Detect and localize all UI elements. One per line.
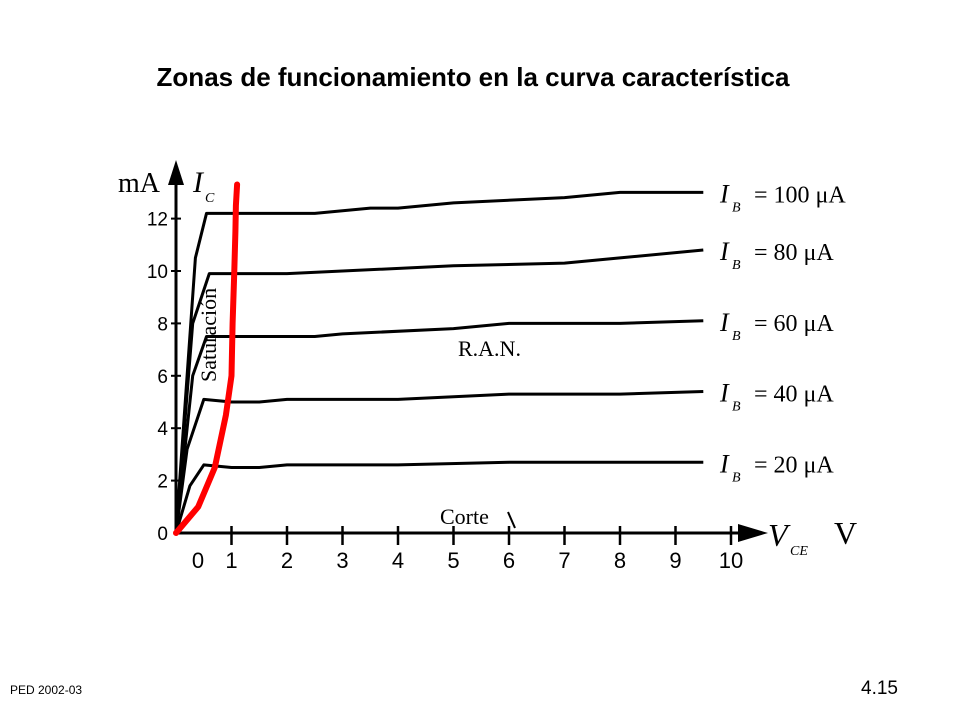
x-tick-label-3: 3 — [336, 548, 348, 573]
y-tick-label-6: 6 — [157, 367, 168, 388]
x-axis-arrow — [738, 524, 768, 542]
y-tick-label-2: 2 — [157, 472, 168, 493]
legend-label-ib-2: I B = 40 μA — [719, 379, 834, 415]
corte-pointer — [508, 512, 515, 528]
x-axis-title-sub: CE — [790, 544, 808, 559]
region-label-ran: R.A.N. — [458, 336, 521, 361]
y-tick-label-0: 0 — [157, 524, 168, 545]
curve-ib-4 — [176, 250, 703, 533]
footer-page-number: 4.15 — [861, 678, 898, 700]
x-tick-label-0: 0 — [192, 548, 204, 573]
legend-label-ib-1: I B = 20 μA — [719, 449, 834, 485]
legend-sub: B — [732, 470, 741, 485]
footer-course: PED 2002-03 — [10, 683, 82, 697]
legend-value: = 60 μA — [754, 311, 834, 337]
x-tick-label-9: 9 — [669, 548, 681, 573]
x-tick-label-1: 1 — [225, 548, 237, 573]
legend-main: I — [719, 449, 730, 478]
region-label-saturacion: Saturación — [196, 288, 221, 382]
x-tick-label-5: 5 — [447, 548, 459, 573]
legend-main: I — [719, 308, 730, 337]
legend-value: = 80 μA — [754, 240, 834, 266]
x-tick-label-2: 2 — [281, 548, 293, 573]
legend-label-ib-5: I B = 100 μA — [719, 179, 846, 215]
x-tick-label-4: 4 — [392, 548, 404, 573]
x-tick-label-10: 10 — [719, 548, 743, 573]
x-axis-title: V — [768, 517, 791, 553]
y-tick-label-12: 12 — [147, 210, 168, 231]
legend-sub: B — [732, 329, 741, 344]
legend-value: = 100 μA — [754, 182, 846, 208]
legend-main: I — [719, 237, 730, 266]
curves — [176, 185, 703, 534]
curve-ib-5 — [176, 192, 703, 533]
curve-ib-3 — [176, 321, 703, 533]
legend-sub: B — [732, 258, 741, 273]
legend-main: I — [719, 379, 730, 408]
y-axis-title-sub: C — [205, 191, 215, 206]
y-axis-arrow — [168, 160, 184, 185]
legend-label-ib-4: I B = 80 μA — [719, 237, 834, 273]
x-axis-unit: V — [834, 515, 857, 551]
x-tick-label-6: 6 — [503, 548, 515, 573]
legend-sub: B — [732, 400, 741, 415]
y-axis-unit: mA — [118, 168, 161, 199]
y-tick-label-4: 4 — [157, 419, 168, 440]
x-tick-label-8: 8 — [614, 548, 626, 573]
x-tick-label-7: 7 — [558, 548, 570, 573]
legend-value: = 40 μA — [754, 382, 834, 408]
y-tick-label-10: 10 — [147, 262, 168, 283]
y-axis-title: I — [192, 166, 205, 199]
legend-label-ib-3: I B = 60 μA — [719, 308, 834, 344]
legend-sub: B — [732, 200, 741, 215]
legend-main: I — [719, 179, 730, 208]
region-label-corte: Corte — [440, 504, 489, 529]
legend-value: = 20 μA — [754, 452, 834, 478]
y-tick-label-8: 8 — [157, 314, 168, 335]
